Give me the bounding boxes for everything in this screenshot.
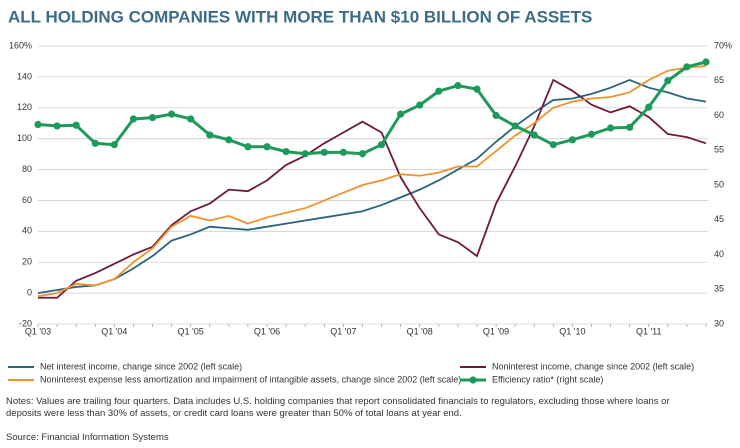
chart-title: ALL HOLDING COMPANIES WITH MORE THAN $10… [8, 7, 592, 26]
y2-tick-label: 30 [714, 318, 724, 328]
series-marker [606, 124, 615, 132]
series-marker [568, 136, 577, 144]
x-tick-label: Q1 '11 [636, 326, 662, 336]
legend-label: Efficiency ratio* (right scale) [492, 374, 603, 384]
series-marker [339, 148, 347, 156]
series-marker [129, 115, 138, 123]
y2-tick-label: 35 [714, 284, 724, 294]
series-marker [53, 122, 61, 130]
series-marker [416, 101, 424, 109]
source: Source: Financial Information Systems [6, 432, 169, 443]
series-marker [206, 131, 214, 139]
series-marker [301, 150, 309, 158]
series-marker [168, 110, 176, 118]
series-marker [645, 103, 653, 111]
series-marker [397, 110, 405, 118]
series-marker [110, 141, 118, 149]
x-tick-label: Q1 '08 [407, 326, 433, 336]
series-marker [187, 115, 195, 123]
y-tick-label: 80 [22, 164, 32, 174]
series-line [37, 79, 707, 294]
y2-tick-label: 60 [714, 110, 724, 120]
series-marker [377, 141, 386, 149]
series-marker [34, 120, 42, 129]
notes: Notes: Values are trailing four quarters… [6, 396, 670, 419]
y-tick-label: 140 [17, 71, 32, 81]
x-tick-label: Q1 '09 [483, 326, 509, 336]
series-marker [263, 143, 271, 151]
series-line [37, 65, 707, 298]
series-line [38, 78, 707, 299]
series-marker [320, 148, 328, 156]
y-tick-label: -20 [19, 318, 32, 328]
legend-label: Noninterest income, change since 2002 (l… [492, 361, 694, 371]
y-tick-label: 120 [17, 102, 32, 112]
y-tick-label: 60 [22, 195, 32, 205]
y2-tick-label: 65 [714, 75, 724, 85]
legend-label: Noninterest expense less amortization an… [40, 374, 461, 384]
series-marker [91, 139, 99, 147]
series-marker [244, 143, 252, 151]
y2-tick-label: 45 [714, 214, 724, 224]
series-marker [148, 113, 157, 122]
series-marker [225, 136, 233, 144]
y-tick-label: 100 [17, 133, 32, 143]
y-tick-label: 160% [9, 40, 32, 50]
series-marker [683, 63, 691, 71]
legend-marker [469, 376, 477, 384]
x-tick-label: Q1 '07 [330, 326, 356, 336]
series-marker [454, 82, 462, 90]
series-marker [702, 58, 710, 66]
series-marker [511, 122, 519, 130]
series-marker [664, 77, 672, 85]
y2-tick-label: 50 [714, 179, 724, 189]
x-tick-label: Q1 '05 [178, 326, 204, 336]
x-tick-label: Q1 '04 [101, 326, 127, 336]
series-marker [435, 87, 443, 95]
y-tick-label: 0 [27, 287, 32, 297]
y-tick-label: 40 [22, 226, 32, 236]
x-tick-label: Q1 '03 [25, 326, 51, 336]
y-tick-label: 20 [22, 257, 32, 267]
series-marker [473, 85, 481, 93]
y2-tick-label: 40 [714, 249, 724, 259]
series-marker [549, 141, 557, 149]
x-tick-label: Q1 '06 [254, 326, 280, 336]
series-marker [626, 123, 634, 131]
series-marker [530, 131, 538, 139]
series-marker [358, 150, 367, 158]
y2-tick-label: 55 [714, 145, 724, 155]
legend-label: Net interest income, change since 2002 (… [40, 361, 242, 371]
series-marker [587, 130, 596, 138]
y2-tick-label: 70% [714, 40, 732, 50]
series-marker [282, 148, 290, 156]
x-tick-label: Q1 '10 [559, 326, 585, 336]
series-marker [492, 111, 500, 120]
series-marker [72, 121, 80, 129]
